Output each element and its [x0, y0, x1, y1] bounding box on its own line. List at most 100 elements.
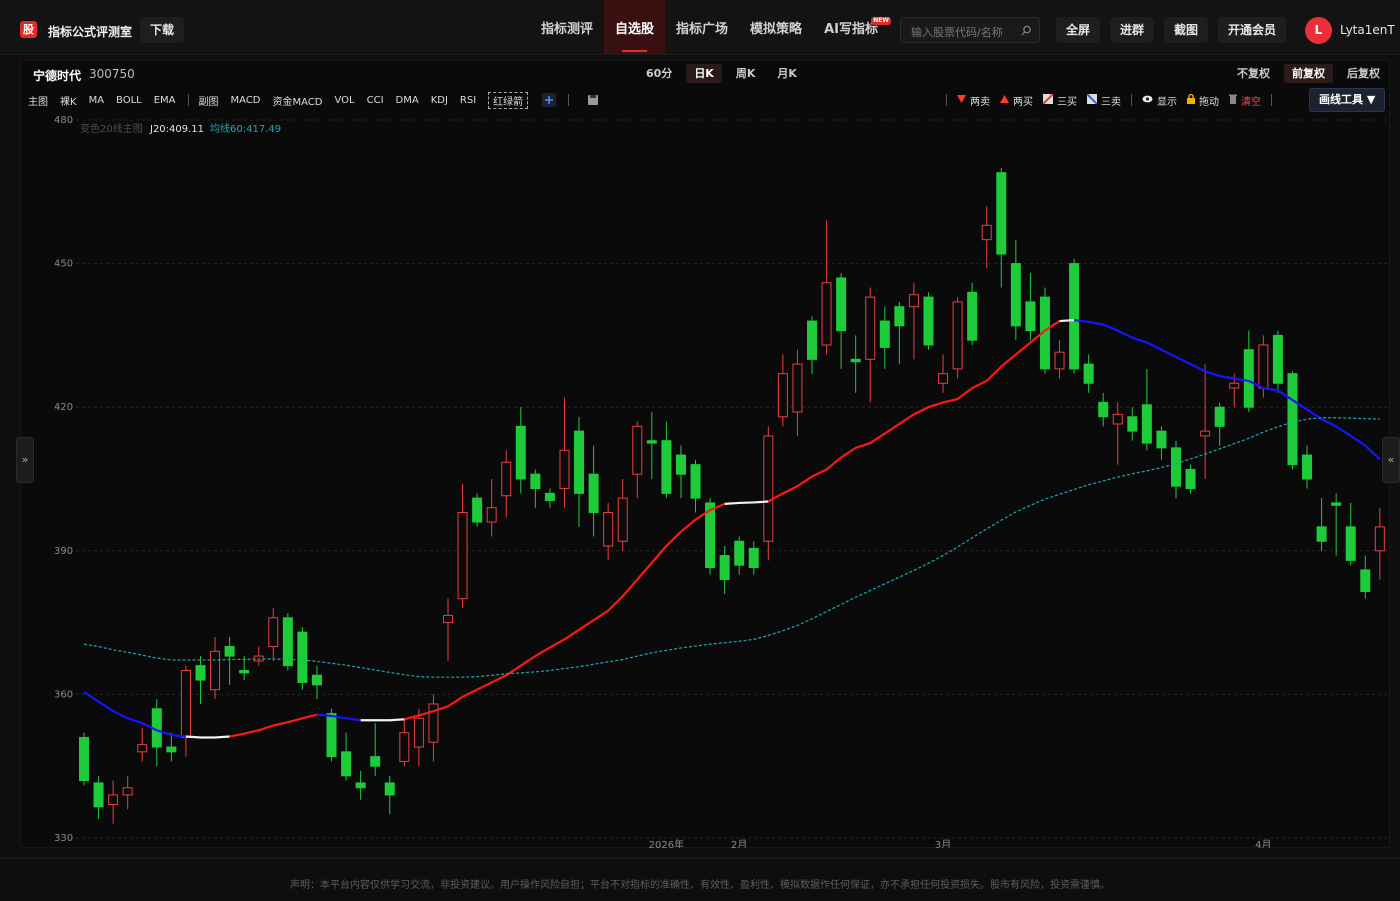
- candle-body: [195, 665, 206, 681]
- indicator[interactable]: VOL: [334, 94, 355, 106]
- draw-tool[interactable]: 显示: [1142, 93, 1177, 108]
- header-button[interactable]: 截图: [1164, 17, 1209, 43]
- tool-icon: [1142, 95, 1153, 106]
- candle-body: [646, 440, 657, 444]
- tab[interactable]: 60分: [646, 67, 673, 80]
- candle-body: [93, 782, 104, 808]
- tab[interactable]: 不复权: [1237, 67, 1270, 80]
- plot-area: 330 360 390 420 450 480 2026年 2月 3月 4月: [54, 115, 1388, 851]
- indicator[interactable]: 资金MACD: [272, 96, 323, 108]
- indicator[interactable]: MACD: [230, 94, 261, 106]
- y-tick-label: 420: [54, 402, 73, 413]
- nav: 指标测评 自选股 指标广场 模拟策略 AI写指标 NEW: [530, 0, 891, 54]
- brand[interactable]: 指标公式评测室: [48, 25, 133, 39]
- candle-body: [865, 296, 876, 360]
- header-button[interactable]: 进群: [1110, 17, 1155, 43]
- y-tick-label: 360: [54, 689, 73, 700]
- expand-right[interactable]: «: [1382, 437, 1400, 483]
- candle-body: [1243, 349, 1254, 408]
- candle-body: [1083, 363, 1094, 384]
- y-tick-label: 330: [54, 833, 73, 844]
- tool-label: 两卖: [970, 96, 990, 108]
- indicator[interactable]: KDJ: [430, 94, 448, 106]
- candle-body: [530, 473, 541, 490]
- candle-body: [719, 555, 730, 581]
- nav-item[interactable]: 指标广场: [676, 22, 729, 37]
- candle-body: [108, 794, 119, 805]
- add-indicator[interactable]: [542, 93, 557, 107]
- candle-body: [836, 277, 847, 332]
- separator: [568, 94, 570, 106]
- indicator[interactable]: 裸K: [60, 96, 77, 108]
- tab[interactable]: 周K: [735, 67, 756, 80]
- ma-line: [360, 718, 405, 722]
- ma-line: [767, 320, 1061, 503]
- header-button[interactable]: 全屏: [1056, 17, 1101, 43]
- draw-menu[interactable]: 画线工具 ▼: [1309, 88, 1386, 112]
- indicator[interactable]: 主图: [28, 96, 48, 108]
- save-button[interactable]: [587, 94, 599, 106]
- tab[interactable]: 前复权: [1284, 64, 1333, 83]
- nav-item[interactable]: 指标测评: [541, 22, 594, 37]
- indicator[interactable]: EMA: [153, 94, 176, 106]
- indicator[interactable]: BOLL: [116, 94, 142, 106]
- candle-body: [1156, 430, 1167, 449]
- tab[interactable]: 日K: [686, 64, 722, 83]
- candle-body: [210, 650, 221, 691]
- x-tick-label: 4月: [1255, 839, 1271, 851]
- candle-body: [1345, 526, 1356, 561]
- download-button[interactable]: 下载: [140, 17, 185, 43]
- draw-tool[interactable]: 拖动: [1187, 93, 1219, 108]
- candle-body: [297, 631, 308, 683]
- tab[interactable]: 月K: [777, 67, 797, 80]
- indicator[interactable]: MA: [88, 94, 105, 106]
- indicator[interactable]: RSI: [459, 94, 477, 106]
- candle-body: [1098, 401, 1109, 418]
- candle-body: [1171, 447, 1181, 487]
- nav-item[interactable]: 自选股: [604, 0, 666, 54]
- nav-item[interactable]: AI写指标 NEW: [824, 17, 891, 37]
- tool-label: 三买: [1057, 96, 1077, 108]
- draw-tool[interactable]: 三买: [1042, 92, 1077, 108]
- expand-left[interactable]: »: [16, 437, 34, 483]
- username[interactable]: Lyta1enT: [1340, 23, 1395, 37]
- header: 股 指标公式评测室 下载 指标测评 自选股 指标广场 模拟策略 AI写指标 NEW 输入股…: [0, 0, 1400, 55]
- tool-icon: [957, 94, 966, 106]
- signal-indicator[interactable]: 红绿箭: [488, 91, 529, 109]
- logo[interactable]: 股: [20, 21, 37, 38]
- legend-entry: J20:409.11: [149, 124, 204, 135]
- candle-body: [574, 430, 585, 494]
- draw-tool[interactable]: 三卖: [1086, 92, 1121, 108]
- candle-body: [443, 614, 453, 624]
- indicator[interactable]: DMA: [395, 94, 419, 106]
- candle-body: [326, 713, 337, 758]
- candle-body: [384, 782, 395, 796]
- indicator[interactable]: CCI: [366, 94, 384, 106]
- candle-body: [705, 502, 716, 569]
- y-tick-label: 390: [54, 546, 73, 557]
- indicator[interactable]: 副图: [198, 96, 219, 108]
- ma-line: [83, 691, 187, 738]
- candle-body: [1141, 404, 1152, 444]
- candle-body: [370, 756, 381, 767]
- candle-body: [501, 461, 512, 497]
- tab[interactable]: 后复权: [1347, 67, 1380, 80]
- avatar[interactable]: L: [1305, 17, 1332, 44]
- nav-item[interactable]: 模拟策略: [750, 22, 803, 37]
- draw-tool[interactable]: 清空: [1229, 93, 1261, 108]
- candle-body: [428, 703, 439, 743]
- search-box[interactable]: 输入股票代码/名称: [900, 17, 1040, 43]
- ma-line: [1059, 318, 1075, 323]
- tool-label: 清空: [1241, 96, 1261, 108]
- candle-body: [777, 373, 788, 418]
- draw-tool[interactable]: 两买: [1000, 93, 1033, 108]
- draw-tool[interactable]: 两卖: [957, 93, 990, 108]
- header-button[interactable]: 开通会员: [1218, 17, 1287, 43]
- adjust-tabs: 不复权 前复权 后复权: [1229, 64, 1388, 83]
- x-tick-label: 2026年: [649, 838, 684, 851]
- separator: [187, 94, 189, 106]
- candle-body: [457, 512, 468, 600]
- candle-body: [1214, 406, 1225, 427]
- candle-body: [850, 358, 861, 363]
